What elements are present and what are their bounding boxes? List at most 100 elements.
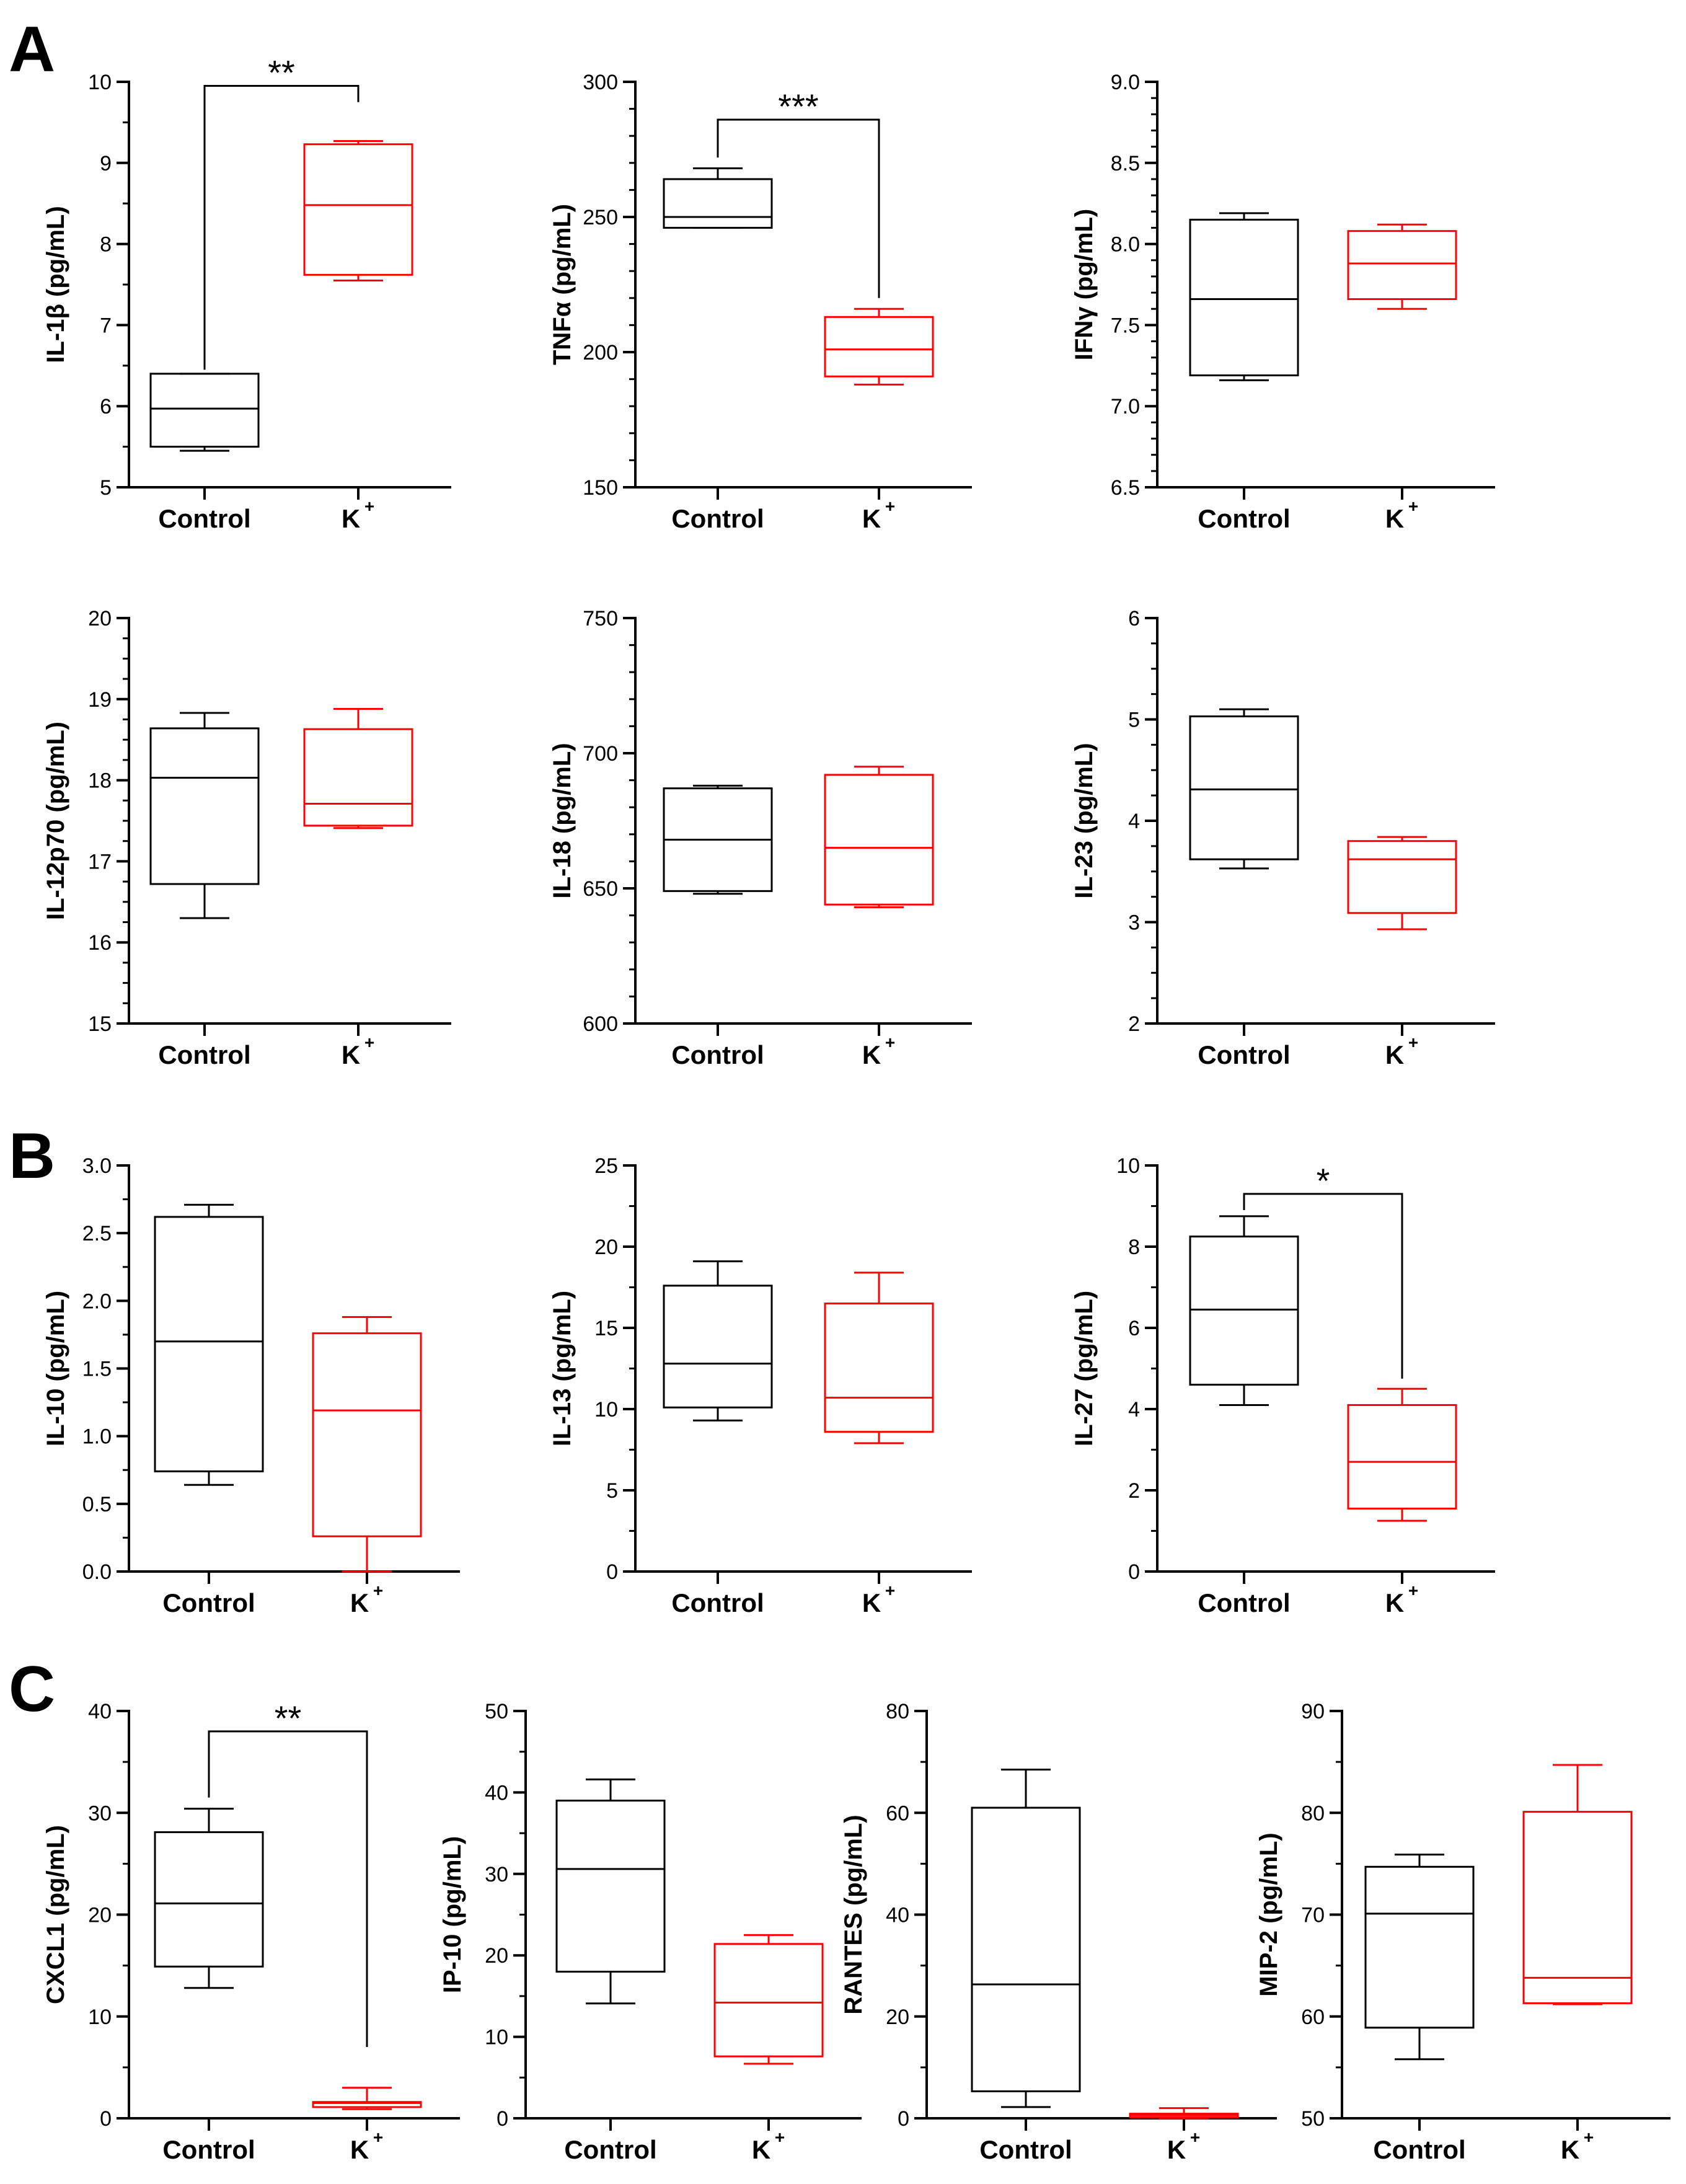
box-control xyxy=(149,373,260,452)
x-tick-label-superscript: + xyxy=(1584,2128,1594,2147)
y-axis-label: IL-13 (pg/mL) xyxy=(549,1291,576,1446)
significance-bracket xyxy=(208,1730,368,2048)
box-treatment xyxy=(713,1934,824,2065)
y-tick-label: 0.5 xyxy=(82,1493,112,1516)
y-axis-label: RANTES (pg/mL) xyxy=(840,1815,867,2014)
y-tick-label: 650 xyxy=(583,877,618,901)
y-tick-label: 5 xyxy=(100,476,112,500)
significance-label: ** xyxy=(268,53,295,92)
box-treatment xyxy=(312,2087,422,2110)
y-tick-label: 20 xyxy=(88,607,112,630)
y-tick-label: 20 xyxy=(594,1236,618,1259)
x-tick-label-control: Control xyxy=(1373,2135,1465,2164)
y-tick-label: 7 xyxy=(100,314,112,337)
x-tick-label-control: Control xyxy=(1198,1040,1290,1069)
box-iqr xyxy=(824,1302,934,1433)
x-tick-label-treatment: K xyxy=(862,504,881,533)
box-iqr xyxy=(312,1332,422,1537)
y-tick-label: 2 xyxy=(1128,1012,1140,1036)
box-iqr xyxy=(1189,1236,1299,1386)
y-tick-label: 17 xyxy=(88,850,112,873)
box-iqr xyxy=(303,143,413,276)
y-tick-label: 10 xyxy=(1116,1154,1140,1178)
y-tick-label: 8 xyxy=(1128,1236,1140,1259)
y-tick-label: 10 xyxy=(88,2005,112,2029)
box-treatment xyxy=(1347,1387,1457,1522)
y-axis-label: CXCL1 (pg/mL) xyxy=(42,1825,69,2004)
chart-11: 0 10 20 30 40 50 Control K + IP-10 (pg/mL) xyxy=(439,1700,862,2164)
chart-1: 5 6 7 8 9 10 Control K + IL-1β (pg/mL) ** xyxy=(42,53,451,533)
y-tick-label: 3 xyxy=(1128,911,1140,935)
y-tick-label: 10 xyxy=(88,71,112,94)
box-iqr xyxy=(713,1943,824,2058)
box-iqr xyxy=(555,1800,666,1973)
y-tick-label: 10 xyxy=(594,1398,618,1421)
chart-7: 0.0 0.5 1.0 1.5 2.0 2.5 3.0 Control K + IL-10 (pg/… xyxy=(42,1154,460,1617)
chart-5: 600 650 700 750 Control K + IL-18 (pg/mL) xyxy=(549,607,972,1069)
box-iqr xyxy=(1364,1865,1475,2029)
y-tick-label: 750 xyxy=(583,607,618,630)
x-tick-label-superscript: + xyxy=(885,1581,895,1600)
box-treatment xyxy=(824,307,934,386)
y-tick-label: 40 xyxy=(886,1904,909,1927)
y-tick-label: 250 xyxy=(583,206,618,229)
y-axis-label: IP-10 (pg/mL) xyxy=(439,1836,466,1993)
y-tick-label: 0 xyxy=(497,2107,508,2131)
x-tick-label-treatment: K xyxy=(350,2135,369,2164)
chart-4: 15 16 17 18 19 20 Control K + IL-12p70 (pg/mL) xyxy=(42,607,451,1069)
y-tick-label: 8 xyxy=(100,233,112,257)
box-iqr xyxy=(1347,840,1457,914)
x-tick-label-superscript: + xyxy=(1408,1033,1418,1052)
significance-label: ** xyxy=(275,1699,302,1738)
box-treatment xyxy=(1347,223,1457,310)
y-tick-label: 9 xyxy=(100,152,112,175)
y-tick-label: 1.0 xyxy=(82,1425,112,1449)
y-tick-label: 40 xyxy=(485,1781,508,1805)
y-tick-label: 0 xyxy=(898,2107,909,2131)
y-tick-label: 300 xyxy=(583,71,618,94)
x-tick-label-superscript: + xyxy=(885,497,895,516)
x-tick-label-treatment: K xyxy=(1385,1588,1404,1617)
x-tick-label-superscript: + xyxy=(364,497,374,516)
x-tick-label-superscript: + xyxy=(775,2128,785,2147)
x-tick-label-control: Control xyxy=(671,504,764,533)
y-tick-label: 700 xyxy=(583,742,618,766)
y-tick-label: 0.0 xyxy=(82,1560,112,1584)
box-iqr xyxy=(154,1216,264,1472)
y-tick-label: 7.0 xyxy=(1111,395,1140,418)
x-tick-label-control: Control xyxy=(671,1588,764,1617)
box-treatment xyxy=(1129,2107,1239,2120)
significance-bracket xyxy=(203,85,360,370)
x-tick-label-superscript: + xyxy=(373,2128,383,2147)
box-iqr xyxy=(1347,1404,1457,1510)
y-tick-label: 5 xyxy=(606,1479,618,1503)
y-axis-label: MIP-2 (pg/mL) xyxy=(1255,1833,1282,1996)
y-tick-label: 16 xyxy=(88,931,112,955)
y-tick-label: 30 xyxy=(88,1802,112,1825)
y-axis-label: IL-1β (pg/mL) xyxy=(42,206,69,363)
y-tick-label: 70 xyxy=(1301,1904,1325,1927)
y-tick-label: 4 xyxy=(1128,810,1140,833)
y-tick-label: 15 xyxy=(88,1012,112,1036)
chart-8: 0 5 10 15 20 25 Control K + IL-13 (pg/mL) xyxy=(549,1154,972,1617)
y-axis-label: IL-12p70 (pg/mL) xyxy=(42,722,69,920)
y-tick-label: 0 xyxy=(606,1560,618,1584)
y-tick-label: 200 xyxy=(583,341,618,365)
y-tick-label: 2.5 xyxy=(82,1222,112,1245)
box-treatment xyxy=(824,1271,934,1444)
chart-3: 6.5 7.0 7.5 8.0 8.5 9.0 Control K + IFNγ (pg/mL) xyxy=(1070,71,1495,533)
box-control xyxy=(154,1808,264,1989)
y-tick-label: 3.0 xyxy=(82,1154,112,1178)
panel-letter-b: B xyxy=(9,1120,55,1192)
y-tick-label: 50 xyxy=(485,1700,508,1723)
x-tick-label-control: Control xyxy=(162,1588,255,1617)
chart-12: 0 20 40 60 80 Control K + RANTES (pg/mL) xyxy=(840,1700,1277,2164)
box-iqr xyxy=(663,178,773,229)
y-tick-label: 80 xyxy=(1301,1802,1325,1825)
y-tick-label: 20 xyxy=(485,1944,508,1968)
x-tick-label-control: Control xyxy=(979,2135,1072,2164)
box-treatment xyxy=(312,1316,422,1573)
x-tick-label-control: Control xyxy=(162,2135,255,2164)
y-tick-label: 15 xyxy=(594,1317,618,1340)
y-tick-label: 8.0 xyxy=(1111,233,1140,257)
